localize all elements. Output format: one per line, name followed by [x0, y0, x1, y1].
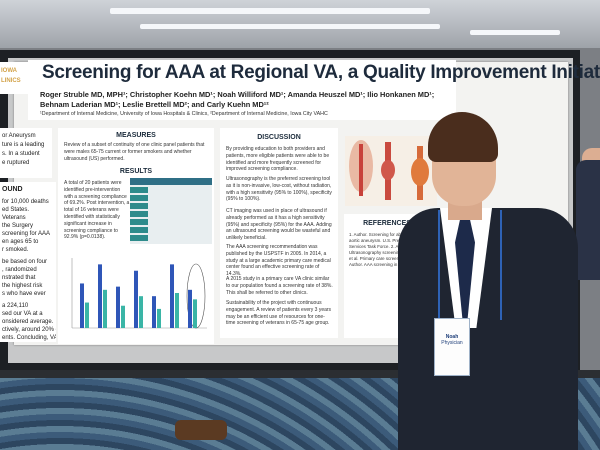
discussion-text-4: The AAA screening recommendation was pub…: [226, 244, 331, 278]
chart-bar: [85, 302, 89, 328]
results-heading: RESULTS: [119, 168, 153, 175]
aorta-illustration: [345, 136, 437, 206]
badge-name: Noah: [445, 334, 459, 340]
left-line: e ruptured: [2, 160, 30, 166]
chart-bar: [139, 296, 143, 328]
authors-line-2: Behnam Laderian MD¹; Leslie Brettell MD²…: [40, 100, 269, 109]
aorta-shape: [359, 144, 363, 196]
left-line: screening for AAA: [2, 231, 51, 237]
poster-affiliations: ¹Department of Internal Medicine, Univer…: [40, 111, 328, 117]
measures-heading: MEASURES: [116, 132, 156, 139]
chart-bar: [170, 264, 174, 328]
results-bar-chart: [62, 252, 212, 336]
table-row: [130, 219, 212, 225]
discussion-text-6: Sustainability of the project with conti…: [226, 300, 332, 327]
chart-bar: [121, 305, 125, 328]
table-row: [130, 211, 212, 217]
logo-text-bottom: LINICS: [1, 78, 21, 84]
references-heading: REFERENCES: [363, 220, 411, 227]
poster-authors: Roger Struble MD, MPH¹; Christopher Koeh…: [40, 90, 440, 110]
discussion-heading: DISCUSSION: [257, 134, 301, 141]
chart-bar: [134, 270, 138, 328]
chart-bar: [80, 283, 84, 328]
left-line: ents. Concluding, VA: [2, 335, 56, 341]
table-header: [130, 178, 212, 185]
chart-bar: [103, 289, 107, 328]
left-line: a 224,110: [2, 303, 29, 309]
name-badge: [434, 318, 470, 376]
left-line: en ages 65 to: [2, 239, 39, 245]
aneurysm-bulge: [381, 160, 395, 180]
references-text: 1. Author. Screening for abdominal aorti…: [349, 232, 423, 267]
chart-bar: [152, 296, 156, 328]
background-person: [576, 160, 600, 280]
shoes-under-board: [175, 420, 227, 440]
measures-text: Review of a subset of continuity of one …: [64, 142, 205, 162]
left-line: sed our VA at a: [2, 311, 43, 317]
discussion-text-5: A 2015 study in a primary care VA clinic…: [226, 276, 333, 296]
ceiling-light: [110, 8, 430, 14]
table-row: [130, 227, 212, 233]
poster-title: Screening for AAA at Regional VA, a Qual…: [42, 62, 600, 83]
left-panel-background: OUND for 10,000 deaths ed States. Vetera…: [0, 182, 56, 342]
chart-bar: [98, 264, 102, 328]
left-line: r smoked.: [2, 247, 29, 253]
discussion-text-2: Ultrasonography is the preferred screeni…: [226, 176, 332, 203]
ceiling-light: [140, 24, 440, 29]
authors-line-1: Roger Struble MD, MPH¹; Christopher Koeh…: [40, 90, 435, 99]
badge-role: Physician: [441, 340, 463, 346]
left-line: , randomized: [2, 267, 37, 273]
bar-chart-svg: [71, 258, 207, 329]
title-bar: [28, 60, 456, 120]
left-line: ctively, around 20% of: [2, 327, 56, 333]
discussion-panel: DISCUSSION By providing education to bot…: [220, 128, 338, 338]
chart-bar: [157, 308, 161, 328]
chart-bar: [193, 299, 197, 328]
university-logo: IOWA LINICS: [0, 62, 28, 94]
left-line: for 10,000 deaths: [2, 199, 49, 205]
left-line: or Aneurysm: [2, 133, 36, 139]
table-row: [130, 187, 212, 193]
left-line: s who have ever: [2, 291, 46, 297]
ceiling: [0, 0, 600, 48]
background-heading: OUND: [2, 186, 23, 193]
left-line: ed States.: [2, 207, 30, 213]
ceiling-light: [470, 30, 560, 35]
left-line: ture is a leading: [2, 142, 45, 148]
chart-bar: [188, 289, 192, 328]
results-table: [130, 178, 212, 244]
board-rail: [0, 370, 600, 380]
badge-text: Noah Physician: [437, 334, 467, 346]
table-row: [130, 195, 212, 201]
left-line: be based on four: [2, 259, 48, 265]
results-text: A total of 20 patients were identified p…: [64, 180, 130, 241]
left-panel-intro: or Aneurysm ture is a leading s. In a st…: [0, 128, 52, 178]
presenter-suit: [398, 208, 578, 450]
discussion-text-3: CT imaging was used in place of ultrasou…: [226, 208, 332, 242]
left-line: s. In a student: [2, 151, 40, 157]
logo-text-top: IOWA: [1, 68, 17, 74]
discussion-text-1: By providing education to both providers…: [226, 146, 330, 173]
lanyard: [438, 210, 502, 320]
table-row: [130, 203, 212, 209]
left-line: nstrated that: [2, 275, 36, 281]
aneurysm-bulge: [411, 158, 429, 186]
left-line: onsidered average.: [2, 319, 54, 325]
chart-bar: [175, 293, 179, 328]
aorta-illustration-svg: [349, 140, 429, 200]
left-line: the highest risk: [2, 283, 43, 289]
left-line: Veterans: [2, 215, 26, 221]
table-row: [130, 235, 212, 241]
left-line: the Surgery: [2, 223, 34, 229]
chart-bar: [116, 286, 120, 328]
